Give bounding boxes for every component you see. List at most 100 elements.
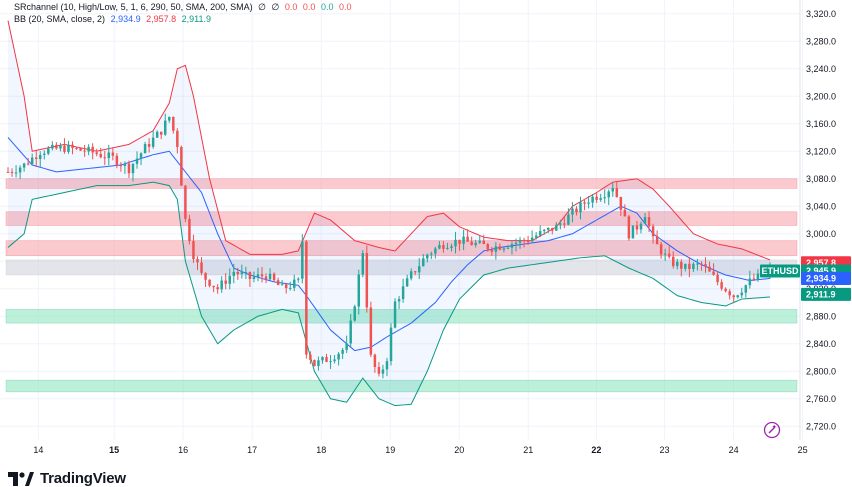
candle-body xyxy=(732,295,735,298)
srchannel-name: SRchannel (10, High/Low, 5, 1, 6, 290, 5… xyxy=(14,2,253,12)
candle-body xyxy=(438,245,441,249)
price-tick-label: 3,200.0 xyxy=(806,91,836,101)
candle-body xyxy=(329,361,332,363)
candle-body xyxy=(10,171,14,173)
price-tag-label: 2,945.9 xyxy=(806,266,836,276)
candle-body xyxy=(180,146,183,186)
candle-body xyxy=(172,116,175,131)
sr-zones xyxy=(5,178,798,393)
candle-body xyxy=(34,157,38,160)
candle-body xyxy=(704,264,707,267)
candle-body xyxy=(309,354,312,360)
candle-body xyxy=(357,274,361,307)
candle-body xyxy=(405,278,409,287)
candle-body xyxy=(51,144,54,149)
candle-body xyxy=(212,285,215,288)
candle-body xyxy=(494,246,498,252)
time-tick-label: 18 xyxy=(316,445,326,455)
srchannel-value-2: ∅ xyxy=(271,2,280,12)
price-tags: 2,957.8 ETHUSD 2,945.92,934.9 2,911.9 xyxy=(760,256,851,301)
candle-body xyxy=(430,253,433,255)
candle-body xyxy=(260,274,264,277)
candle-body xyxy=(692,263,695,270)
candle-body xyxy=(458,239,461,244)
candle-body xyxy=(454,239,457,247)
candle-body xyxy=(643,217,647,224)
resistance-zone xyxy=(5,178,798,189)
candle-body xyxy=(377,366,381,374)
candle-body xyxy=(220,280,223,290)
candle-body xyxy=(676,261,679,267)
candle-body xyxy=(75,147,78,149)
candle-body xyxy=(466,236,469,242)
candle-body xyxy=(325,357,328,362)
candle-body xyxy=(712,271,715,275)
candle-body xyxy=(256,274,260,278)
candle-body xyxy=(155,131,159,138)
srchannel-value-1: ∅ xyxy=(258,2,266,12)
bb-basis-line xyxy=(7,137,771,352)
tradingview-logo[interactable]: TradingView xyxy=(8,470,126,487)
candle-body xyxy=(450,246,453,248)
candle-body xyxy=(526,240,530,242)
time-tick-label: 25 xyxy=(798,445,808,455)
time-tick-label: 21 xyxy=(523,445,533,455)
candle-body xyxy=(635,225,639,230)
candle-body xyxy=(752,278,756,280)
candle-body xyxy=(393,301,397,328)
candle-body xyxy=(30,157,34,165)
candle-body xyxy=(684,263,687,269)
price-tick-label: 2,800.0 xyxy=(806,366,836,376)
candle-body xyxy=(575,208,578,213)
candle-body xyxy=(276,280,280,286)
time-tick-label: 15 xyxy=(109,445,119,455)
time-axis[interactable]: 14 15 16 17 18 19 20 21 22 23 24 25 xyxy=(33,445,807,455)
candle-body xyxy=(422,258,425,267)
candle-body xyxy=(538,231,542,236)
candle-body xyxy=(236,271,240,275)
candle-body xyxy=(369,307,373,355)
candle-body xyxy=(280,284,284,286)
resistance-zone xyxy=(5,240,798,257)
candle-body xyxy=(305,241,308,355)
candle-body xyxy=(313,359,316,367)
tradingview-icon xyxy=(8,471,34,486)
resistance-zone xyxy=(5,211,798,226)
candle-body xyxy=(680,261,683,269)
candle-body xyxy=(547,227,550,230)
candle-body xyxy=(671,256,675,267)
candle-body xyxy=(623,209,627,217)
candle-body xyxy=(756,273,760,280)
bb-legend[interactable]: BB (20, SMA, close, 2) 2,934.9 2,957.8 2… xyxy=(14,14,214,24)
candle-body xyxy=(720,282,723,289)
candle-body xyxy=(740,292,744,296)
candle-body xyxy=(413,271,417,273)
candle-body xyxy=(530,237,534,242)
candle-body xyxy=(317,360,320,367)
candle-body xyxy=(486,244,490,250)
price-tag xyxy=(801,272,851,286)
price-axis[interactable]: 2,720.02,760.02,800.02,840.02,880.02,920… xyxy=(806,9,836,432)
candle-body xyxy=(337,353,340,360)
magic-icon[interactable] xyxy=(763,421,781,439)
candle-body xyxy=(434,248,437,254)
candle-body xyxy=(696,263,699,265)
bb-name: BB (20, SMA, close, 2) xyxy=(14,14,106,24)
candle-body xyxy=(200,262,203,273)
srchannel-legend[interactable]: SRchannel (10, High/Low, 5, 1, 6, 290, 5… xyxy=(14,2,354,13)
candle-body xyxy=(184,185,187,219)
candle-body xyxy=(119,165,123,167)
srchannel-value-6: 0.0 xyxy=(338,2,352,12)
time-tick-label: 20 xyxy=(454,445,464,455)
candle-body xyxy=(147,143,151,147)
price-tag-label: 2,911.9 xyxy=(806,289,836,299)
candle-body xyxy=(59,145,62,149)
candle-body xyxy=(708,266,711,272)
candlesticks xyxy=(6,113,772,379)
candle-body xyxy=(579,202,582,213)
candle-body xyxy=(571,208,574,215)
candle-body xyxy=(272,273,276,281)
price-tick-label: 3,160.0 xyxy=(806,119,836,129)
candle-body xyxy=(474,242,477,246)
